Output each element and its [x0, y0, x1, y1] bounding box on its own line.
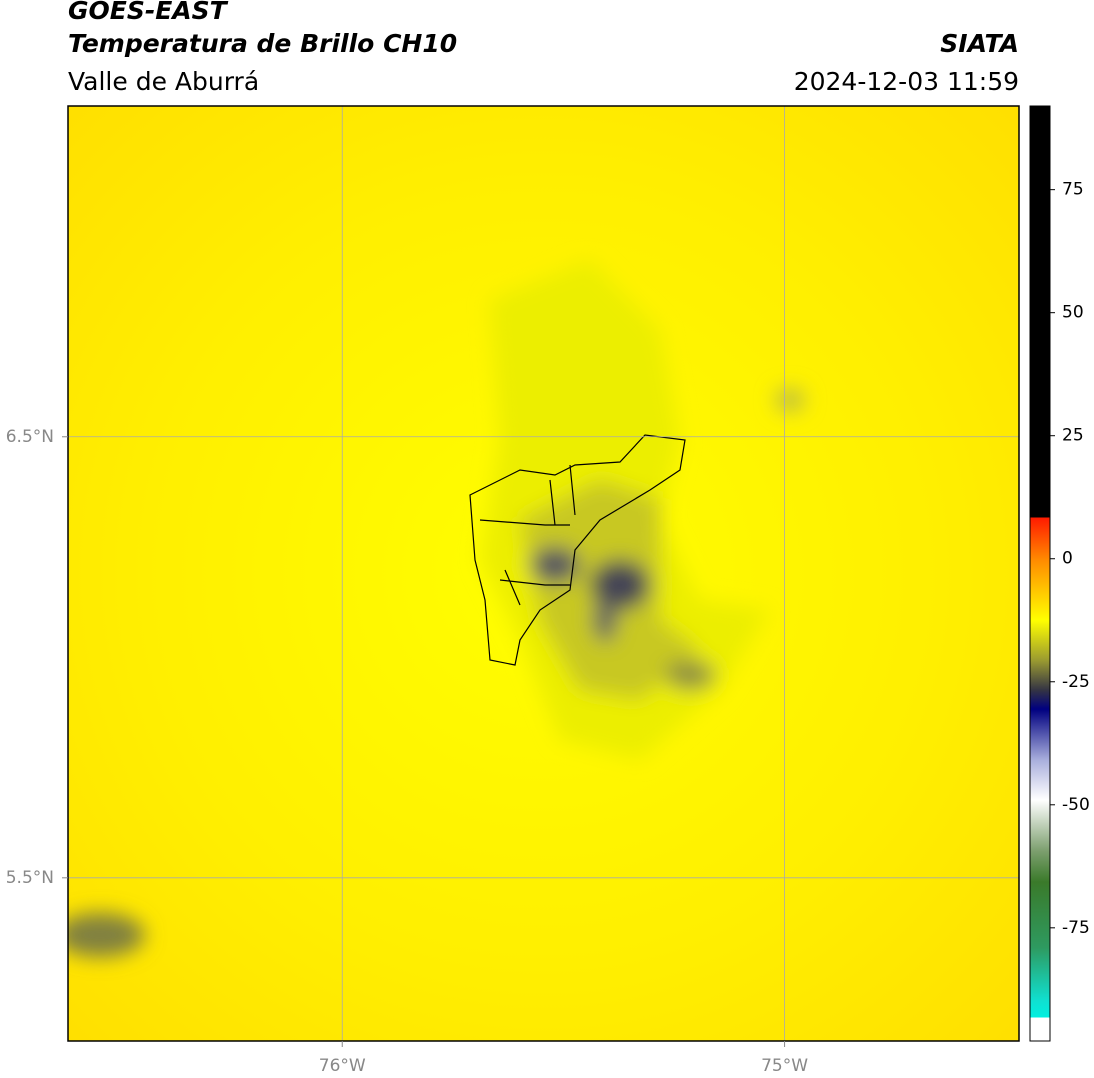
colorbar-tick-label: 0 [1062, 549, 1073, 569]
x-tick-label: 76°W [319, 1056, 366, 1076]
colorbar [1029, 105, 1051, 1042]
source: SIATA [940, 29, 1019, 58]
title: GOES-EAST [68, 0, 229, 25]
colorbar-tick-label: 75 [1062, 180, 1084, 200]
map-frame [67, 105, 1020, 1042]
x-tick-label: 75°W [761, 1056, 808, 1076]
colorbar-tick-label: 25 [1062, 426, 1084, 446]
subtitle: Temperatura de Brillo CH10 [68, 29, 457, 58]
colorbar-tick-label: -50 [1062, 795, 1090, 815]
y-tick-label: 5.5°N [6, 868, 54, 888]
y-tick-label: 6.5°N [6, 427, 54, 447]
colorbar-tick-label: -75 [1062, 918, 1090, 938]
region: Valle de Aburrá [68, 67, 259, 96]
colorbar-tick-label: -25 [1062, 672, 1090, 692]
grid [68, 106, 1019, 1041]
map-field [68, 106, 1019, 1041]
timestamp: 2024-12-03 11:59 [794, 67, 1019, 96]
colorbar-tick-label: 50 [1062, 303, 1084, 323]
